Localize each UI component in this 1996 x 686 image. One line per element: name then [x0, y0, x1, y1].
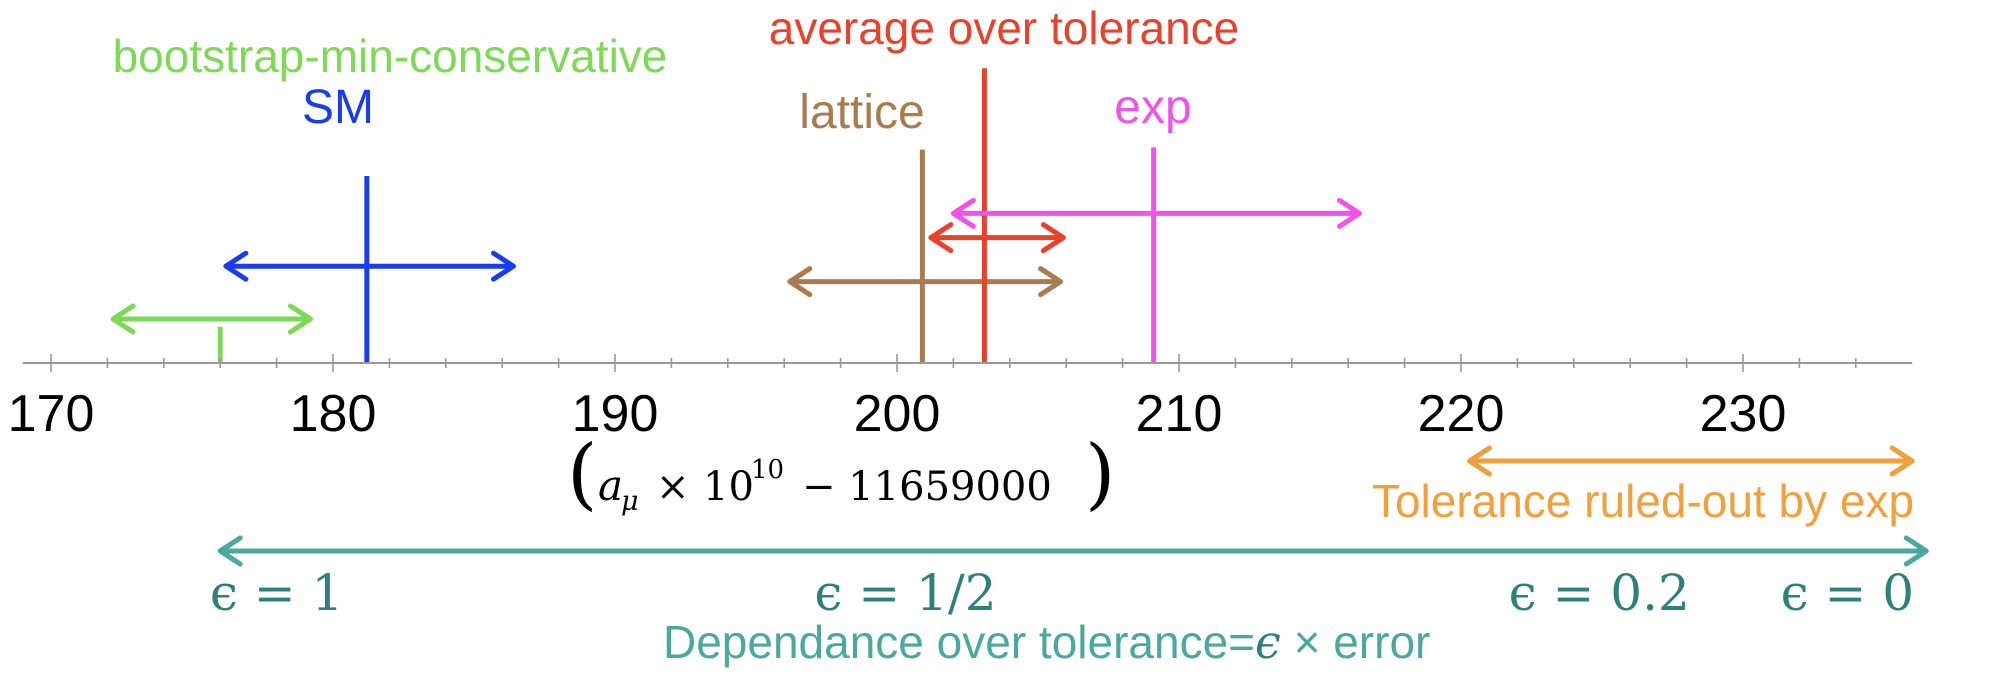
x-tick-label-210: 210 — [1136, 385, 1223, 443]
series-lattice — [787, 149, 1064, 363]
tolerance-scale-label-eps: ϵ — [1255, 615, 1281, 669]
tolerance-scale-label: Dependance over tolerance=ϵ × error — [663, 615, 1430, 669]
epsilon-label-2: ϵ = 0.2 — [1509, 564, 1690, 622]
lattice-label: lattice — [799, 86, 924, 139]
tolerance-scale — [217, 535, 1929, 567]
lattice-arrowhead-left — [787, 266, 813, 298]
x-tick-label-220: 220 — [1418, 385, 1505, 443]
x-tick-label-170: 170 — [8, 385, 95, 443]
x-tick-label-180: 180 — [290, 385, 377, 443]
series-exp — [950, 147, 1362, 363]
x-axis-ticks — [50, 354, 1857, 372]
series-bootstrap-min-conservative — [110, 303, 313, 363]
epsilon-label-1: ϵ = 1/2 — [814, 564, 996, 622]
x-axis-label-a: a — [598, 461, 623, 510]
tolerance-scale-arrowhead-right — [1903, 535, 1929, 567]
tolerance-scale-arrowhead-left — [217, 535, 243, 567]
x-axis-label-exponent: 10 — [751, 455, 784, 485]
tolerance-ruled-out-arrowhead-right — [1889, 445, 1915, 477]
lattice-arrowhead-right — [1038, 266, 1064, 298]
x-axis-label-ten: 10 — [703, 464, 754, 510]
x-tick-label-230: 230 — [1700, 385, 1787, 443]
average-over-tolerance-arrowhead-left — [928, 222, 954, 254]
epsilon-label-0: ϵ = 1 — [210, 564, 344, 622]
series-sm — [223, 176, 516, 363]
x-axis-label-times: × — [656, 464, 690, 510]
bootstrap-min-conservative-label: bootstrap-min-conservative — [113, 30, 668, 82]
bootstrap-min-conservative-arrowhead-left — [110, 303, 136, 335]
sm-label: SM — [302, 81, 374, 134]
x-tick-label-190: 190 — [572, 385, 659, 443]
exp-arrowhead-left — [950, 197, 976, 229]
x-axis-label-close-paren: ) — [1085, 429, 1115, 519]
average-over-tolerance-label: average over tolerance — [769, 2, 1240, 54]
tolerance-scale-label-prefix: Dependance over tolerance= — [663, 616, 1255, 668]
exp-label: exp — [1114, 81, 1191, 134]
average-over-tolerance-arrowhead-right — [1040, 222, 1066, 254]
tolerance-ruled-out-label: Tolerance ruled-out by exp — [1372, 475, 1914, 527]
chart-labels: 170 180 190 200 210 220 230 bootstrap-min-conse… — [8, 2, 1914, 622]
sm-arrowhead-left — [223, 250, 249, 282]
bootstrap-min-conservative-arrowhead-right — [287, 303, 313, 335]
x-axis-label-open-paren: ( — [567, 429, 597, 519]
tolerance-ruled-out — [1466, 445, 1915, 477]
tolerance-ruled-out-arrowhead-left — [1466, 445, 1492, 477]
x-tick-label-200: 200 — [854, 385, 941, 443]
tolerance-scale-label-suffix: × error — [1281, 616, 1431, 668]
x-axis-label-mu: μ — [621, 486, 639, 517]
x-axis-label-rest: − 11659000 — [802, 464, 1052, 510]
epsilon-label-3: ϵ = 0 — [1781, 564, 1915, 622]
exp-arrowhead-right — [1336, 197, 1362, 229]
chart-series-layer — [110, 68, 1929, 567]
sm-arrowhead-right — [490, 250, 516, 282]
